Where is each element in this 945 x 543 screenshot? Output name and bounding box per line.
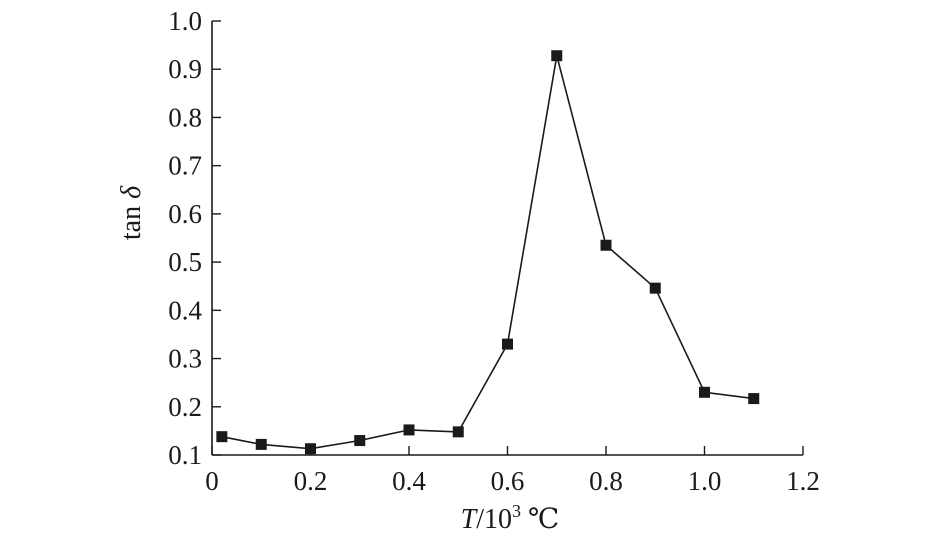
data-point <box>600 239 612 251</box>
y-tick-label: 0.1 <box>168 440 202 470</box>
x-tick-label: 1.2 <box>786 466 820 496</box>
data-point <box>216 431 228 443</box>
data-point <box>452 426 464 438</box>
x-tick-label: 0 <box>205 466 219 496</box>
y-tick-label: 0.3 <box>168 344 202 374</box>
x-ticks: 0 0.2 0.4 0.6 0.8 1.0 1.2 <box>205 446 820 496</box>
x-axis-title-variable: T <box>461 504 479 535</box>
data-point <box>748 393 760 405</box>
data-point <box>502 338 513 350</box>
data-point <box>699 386 710 398</box>
y-tick-label: 0.2 <box>168 392 202 422</box>
x-axis-title-unit: ℃ <box>521 504 559 535</box>
data-point <box>354 435 366 447</box>
data-point <box>403 424 415 436</box>
x-tick-label: 1.0 <box>688 466 722 496</box>
y-ticks: 0.1 0.2 0.3 0.4 0.5 0.6 0.7 0.8 0.9 1.0 <box>168 6 221 470</box>
y-tick-label: 0.4 <box>168 295 202 325</box>
y-tick-label: 0.7 <box>168 151 202 181</box>
x-tick-label: 0.2 <box>294 466 328 496</box>
data-point <box>255 438 267 450</box>
data-point <box>649 282 661 294</box>
x-axis-title: T/103 ℃ <box>461 501 560 535</box>
series-line <box>221 55 754 450</box>
y-tick-label: 0.5 <box>168 247 202 277</box>
y-tick-label: 0.6 <box>168 199 202 229</box>
x-tick-label: 0.4 <box>392 466 426 496</box>
data-series <box>216 50 760 455</box>
y-axis-title: tan δ <box>116 185 147 240</box>
y-tick-label: 1.0 <box>168 6 202 36</box>
y-tick-label: 0.8 <box>168 102 202 132</box>
x-tick-label: 0.6 <box>491 466 525 496</box>
axes <box>211 21 803 456</box>
y-axis-title-text: tan <box>116 199 147 240</box>
y-axis-title-symbol: δ <box>116 185 147 199</box>
x-axis-title-exponent: 3 <box>512 501 521 521</box>
x-tick-label: 0.8 <box>589 466 623 496</box>
x-axis-title-scale: /10 <box>476 504 512 535</box>
data-point <box>551 50 563 62</box>
y-tick-label: 0.9 <box>168 54 202 84</box>
data-point <box>305 443 316 455</box>
